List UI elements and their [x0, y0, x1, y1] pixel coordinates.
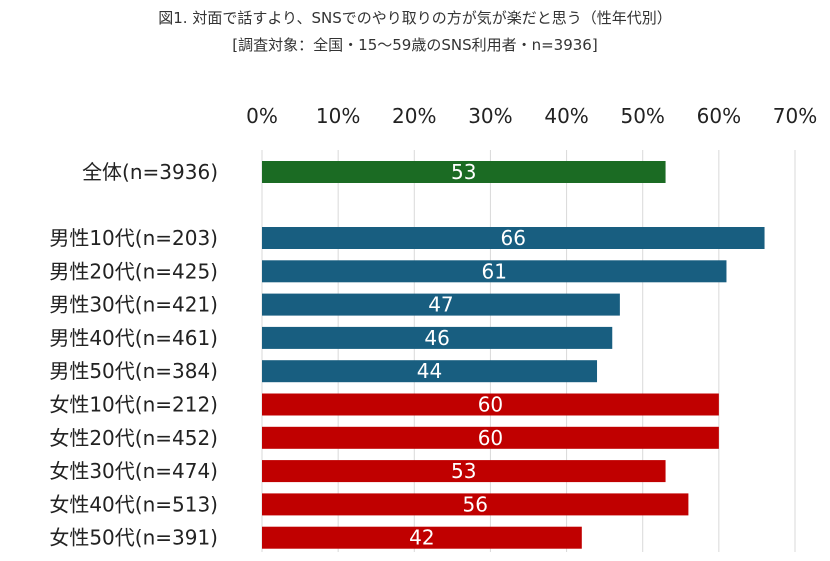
category-label: 女性30代(n=474) — [49, 459, 218, 483]
bar-total — [262, 161, 666, 183]
x-tick-label: 60% — [697, 104, 741, 128]
category-label: 男性10代(n=203) — [49, 226, 218, 250]
category-label: 女性40代(n=513) — [49, 492, 218, 516]
x-tick-label: 10% — [316, 104, 360, 128]
x-tick-label: 20% — [392, 104, 436, 128]
chart-subtitle: [調査対象：全国・15～59歳のSNS利用者・n=3936] — [232, 36, 597, 54]
x-tick-label: 0% — [246, 104, 278, 128]
x-tick-label: 70% — [773, 104, 817, 128]
data-label: 56 — [462, 492, 487, 516]
bar-male — [262, 293, 620, 316]
category-label: 女性10代(n=212) — [49, 393, 218, 417]
category-label: 男性30代(n=421) — [49, 293, 218, 317]
bar-female — [262, 526, 582, 549]
bar-male — [262, 360, 598, 383]
bar-female — [262, 460, 666, 483]
bar-female — [262, 426, 719, 449]
category-label: 女性50代(n=391) — [49, 526, 218, 550]
bar-female — [262, 393, 719, 416]
data-label: 53 — [451, 459, 476, 483]
data-label: 44 — [417, 359, 442, 383]
category-label: 全体(n=3936) — [82, 160, 218, 184]
data-label: 66 — [501, 226, 526, 250]
data-label: 60 — [478, 393, 503, 417]
data-label: 42 — [409, 526, 434, 550]
data-label: 47 — [428, 293, 453, 317]
x-tick-label: 30% — [468, 104, 512, 128]
bar-female — [262, 493, 689, 516]
data-label: 53 — [451, 160, 476, 184]
category-label: 女性20代(n=452) — [49, 426, 218, 450]
bar-male — [262, 227, 765, 249]
category-label: 男性40代(n=461) — [49, 326, 218, 350]
bar-male — [262, 260, 727, 283]
x-tick-label: 40% — [544, 104, 588, 128]
data-label: 60 — [478, 426, 503, 450]
data-label: 46 — [424, 326, 449, 350]
x-tick-label: 50% — [620, 104, 664, 128]
data-label: 61 — [482, 259, 507, 283]
bar-male — [262, 326, 613, 349]
chart-title: 図1. 対面で話すより、SNSでのやり取りの方が気が楽だと思う（性年代別） — [158, 9, 671, 27]
category-label: 男性50代(n=384) — [49, 359, 218, 383]
category-label: 男性20代(n=425) — [49, 259, 218, 283]
